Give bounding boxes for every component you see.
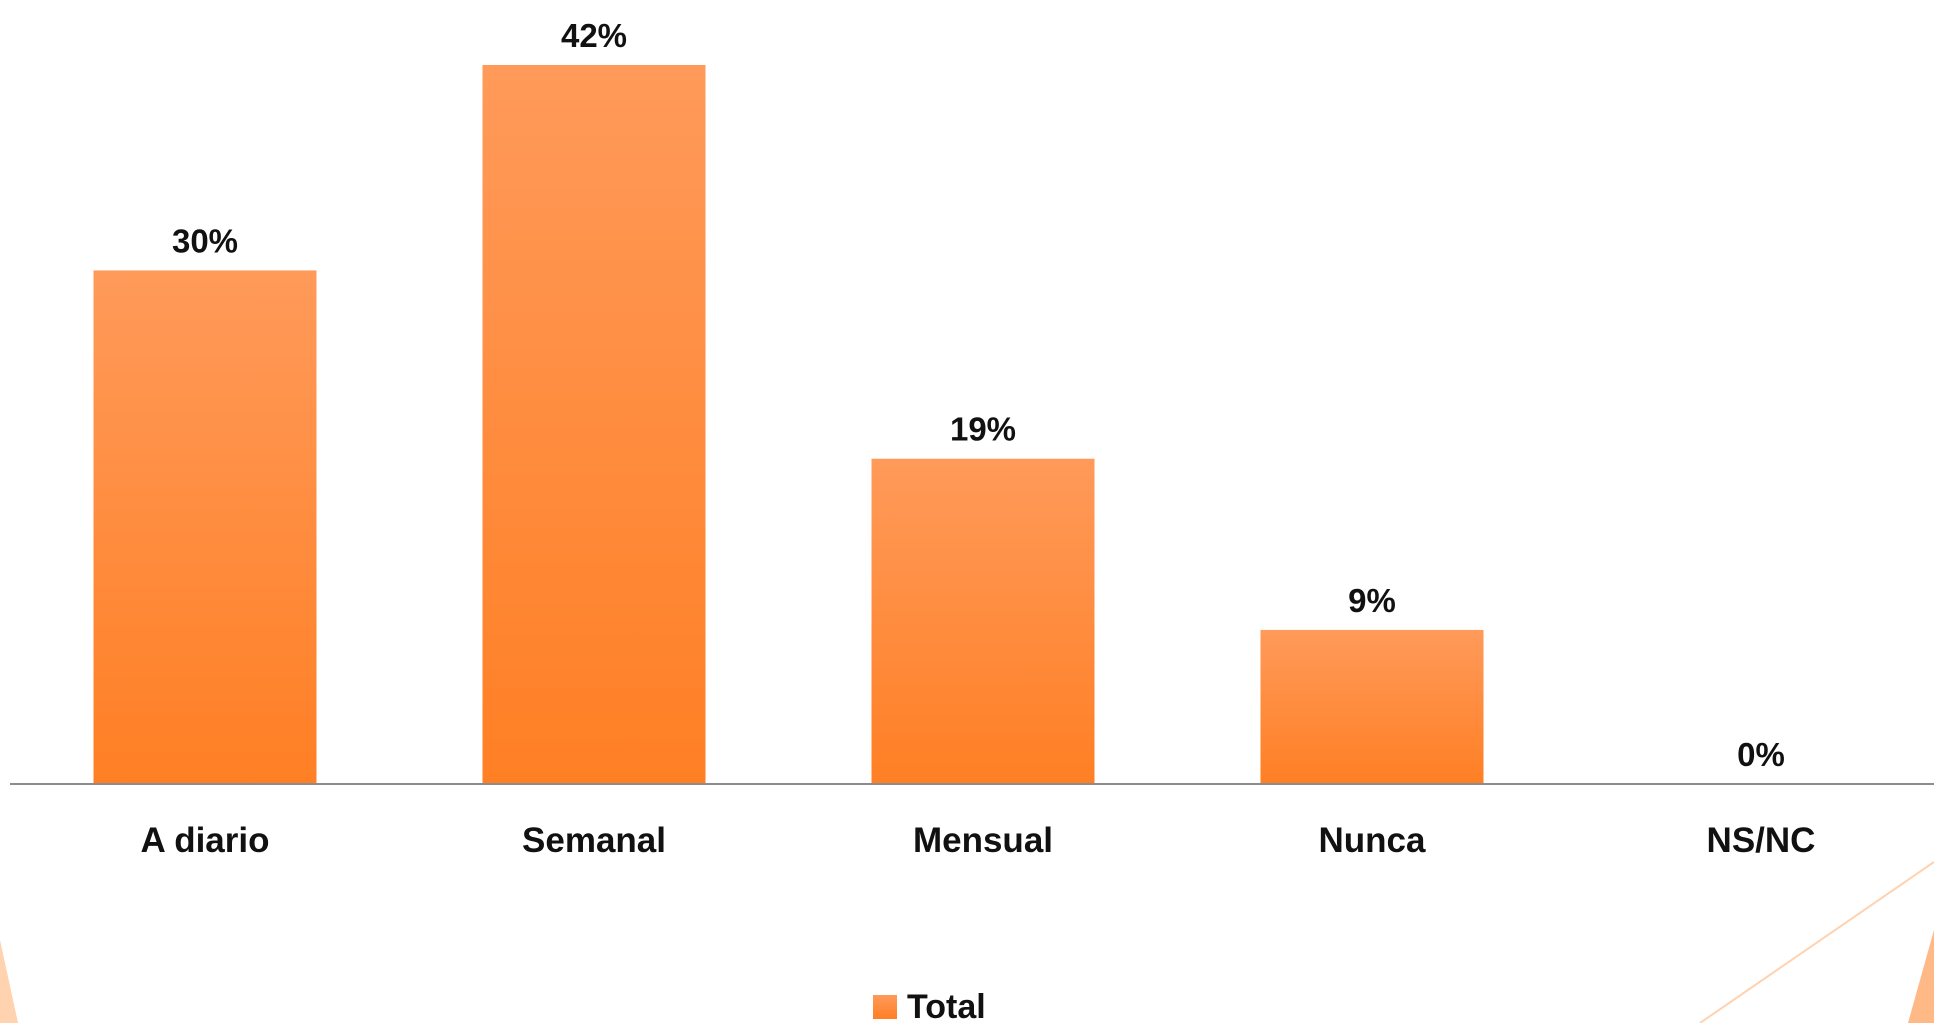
decor-left-triangle [0, 940, 18, 1023]
data-label-1: 42% [561, 17, 627, 54]
category-label-1: Semanal [522, 821, 666, 860]
bar-0 [93, 270, 317, 784]
data-label-0: 30% [172, 222, 238, 259]
legend-label: Total [907, 988, 986, 1023]
decor-right-line [1699, 861, 1934, 1023]
bar-2 [871, 458, 1095, 784]
data-label-3: 9% [1348, 582, 1396, 619]
category-label-0: A diario [141, 821, 270, 860]
category-label-3: Nunca [1319, 821, 1427, 860]
decoration [0, 861, 1934, 1023]
category-label-2: Mensual [913, 821, 1053, 860]
legend-swatch [873, 995, 897, 1019]
category-labels-group: A diario Semanal Mensual Nunca NS/NC [141, 821, 1816, 860]
bar-3 [1260, 629, 1484, 784]
data-label-2: 19% [950, 411, 1016, 448]
bar-1 [482, 65, 706, 784]
category-label-4: NS/NC [1707, 821, 1816, 860]
legend: Total [873, 988, 986, 1023]
bars-group [93, 65, 1484, 784]
data-label-4: 0% [1737, 736, 1785, 773]
decor-right-triangle [1908, 930, 1934, 1023]
value-labels-group: 30% 42% 19% 9% 0% [172, 17, 1785, 773]
